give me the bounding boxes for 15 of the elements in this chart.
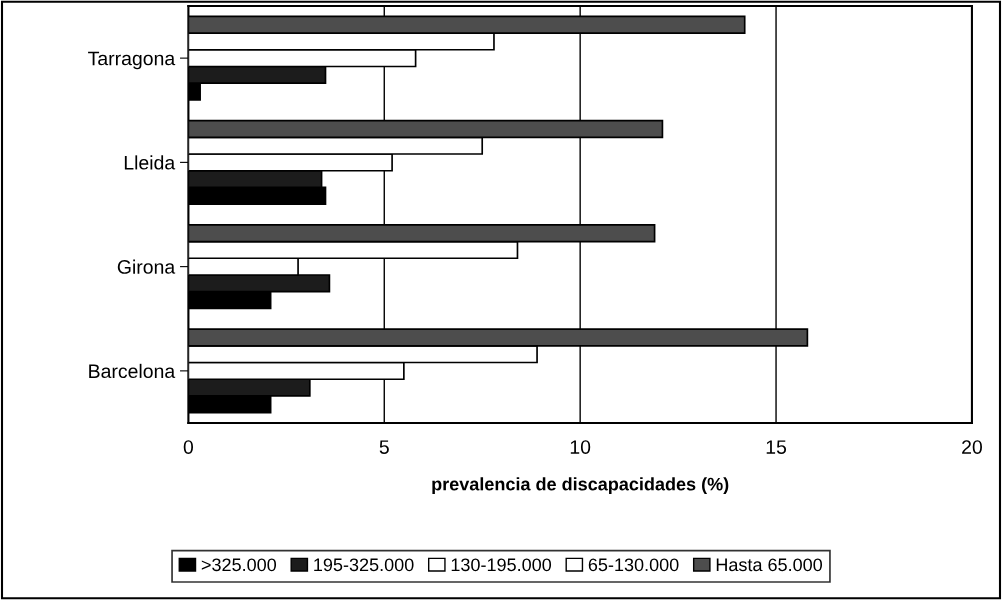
legend-label: 195-325.000: [314, 558, 414, 572]
x-tick-label: 10: [570, 440, 591, 454]
legend-label: >325.000: [201, 558, 277, 572]
x-tick-label: 20: [962, 440, 982, 454]
legend-label: 130-195.000: [451, 558, 552, 572]
y-tick-label: Girona: [117, 259, 176, 274]
legend-label: Hasta 65.000: [716, 558, 823, 572]
x-tick-label: 15: [766, 440, 787, 454]
x-tick-label: 0: [183, 440, 194, 454]
y-tick-label: Barcelona: [89, 363, 176, 379]
legend-label: 65-130.000: [588, 558, 679, 572]
y-tick-label: Lleida: [124, 155, 176, 170]
x-axis-title: prevalencia de discapacidades (%): [432, 477, 729, 495]
x-tick-label: 5: [379, 440, 389, 454]
y-tick-label: Tarragona: [88, 51, 176, 70]
